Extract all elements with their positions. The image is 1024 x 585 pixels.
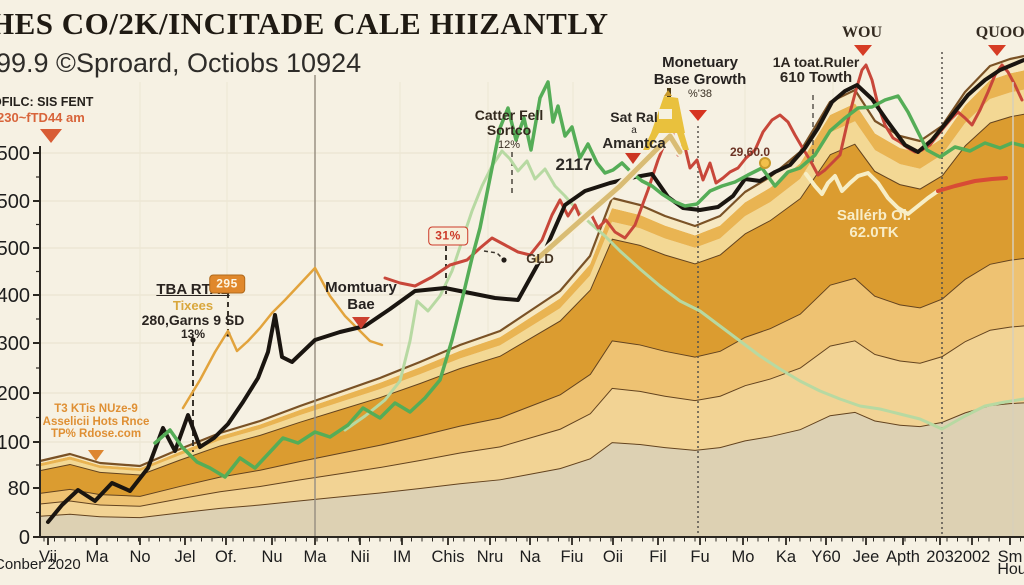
x-axis-label: Chis [431,548,464,566]
y-axis-label: 300 [0,333,30,355]
yellow-marker-icon [659,109,672,119]
x-axis-label: Apth [886,548,920,566]
x-axis-footnote: Conber 2020 [0,556,81,573]
guide-dot [190,337,196,343]
gld-connector-dot [501,257,507,263]
source-byline: OFILC: SIS FENT [0,95,94,109]
red-line [383,63,1024,288]
x-axis-label: Nru [477,548,504,566]
y-axis-label: 80 [8,478,30,500]
green-line [153,80,1024,479]
x-axis-label: Nii [350,548,369,566]
gold-circle-marker [759,157,771,169]
yellow-marker-icon [664,90,672,96]
y-axis-label: 400 [0,285,30,307]
x-axis-label: Nu [261,548,282,566]
tan-diagonal-line [533,133,683,263]
x-axis-label: Ma [86,548,110,566]
x-axis-label: IM [393,548,411,566]
x-axis-label: Fiu [561,548,584,566]
y-axis-label: 100 [0,432,30,454]
y-axis-label: 500 [0,238,30,260]
x-axis-label: Vii [39,548,57,566]
x-axis-label: 203 [926,548,954,566]
y-axis-label: 200 [0,383,30,405]
red-segment [936,176,1008,193]
black-line [46,58,1024,524]
y-axis-label: 500 [0,143,30,165]
x-axis-label: Na [519,548,541,566]
x-axis-label: Oii [603,548,623,566]
page-title: HES CO/2K/INCITADE CALE HIIZANTLY [0,6,609,41]
x-axis-label: Mo [732,548,755,566]
cream-line [804,171,940,216]
x-axis-label: Ma [304,548,328,566]
x-axis-label: Fil [649,548,666,566]
page-subtitle: 99.9 ©Sproard, Octiobs 10924 [0,48,362,78]
yellow-marker-icon [677,133,689,150]
area-band-gray [40,402,1024,537]
x-axis-label: Of. [215,548,237,566]
x-axis-label: Ka [776,548,797,566]
time-note: 230~fTD44 am [0,110,85,125]
x-axis-label: Jel [174,548,195,566]
x-axis-label: Sm [998,548,1023,566]
x-axis-label: 2002 [954,548,991,566]
gld-connector [483,250,504,260]
x-axis-label: Fu [690,548,709,566]
x-axis-label: Y60 [811,548,840,566]
y-axis-label: 0 [19,527,30,549]
x-axis-label: Jee [853,548,880,566]
area-envelope [39,54,1024,468]
y-axis-label: 500 [0,191,30,213]
x-axis-label: No [129,548,150,566]
yellow-marker-icon [643,133,659,150]
